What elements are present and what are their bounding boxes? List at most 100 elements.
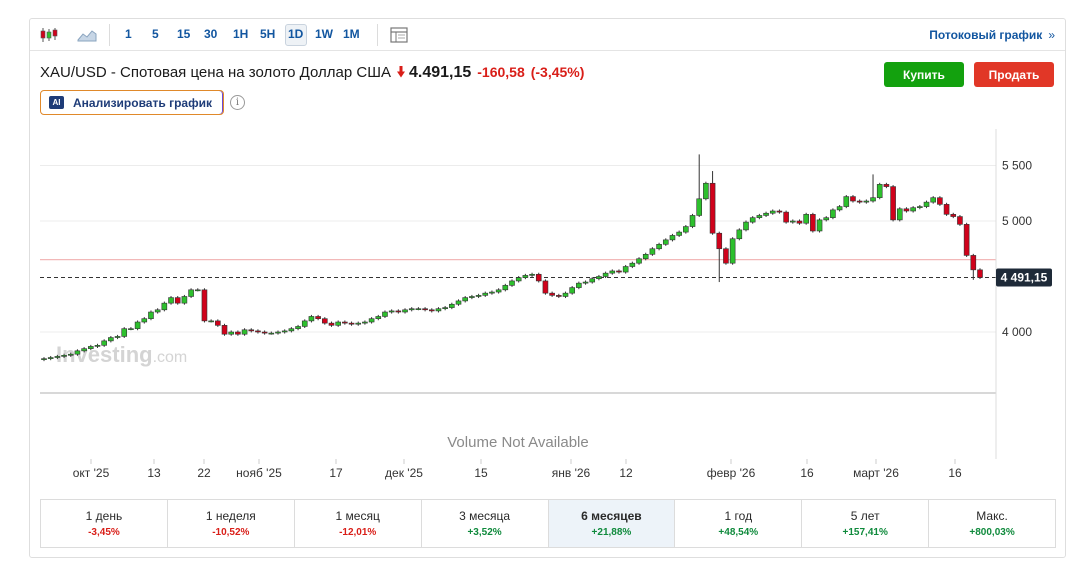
candle	[382, 311, 388, 317]
price-chart[interactable]: Investing.com Volume Not Available 5 500…	[30, 19, 1065, 489]
period-7[interactable]: Макс. +800,03%	[929, 500, 1055, 547]
candle	[696, 198, 703, 216]
candle	[415, 308, 422, 310]
candle	[154, 309, 161, 313]
candle	[201, 289, 208, 322]
time-axis: окт '25 13 22 нояб '25 17 дек '25 15 янв '26 12 ф…	[73, 459, 962, 480]
candle	[749, 217, 756, 223]
period-change: -3,45%	[88, 527, 120, 538]
info-icon[interactable]: i	[230, 95, 245, 110]
toolbar-divider	[377, 24, 378, 46]
candle	[542, 280, 549, 294]
candlestick-icon[interactable]	[38, 25, 60, 45]
candle	[863, 200, 870, 203]
candle	[275, 331, 281, 334]
x-tick-label: 17	[329, 466, 343, 480]
candle	[743, 221, 749, 231]
candle	[957, 216, 963, 225]
candle	[970, 255, 977, 271]
candle	[930, 197, 937, 203]
period-1[interactable]: 1 неделя -10,52%	[168, 500, 295, 547]
candle	[87, 346, 94, 349]
candle	[161, 302, 168, 311]
sell-button[interactable]: Продать	[974, 62, 1054, 87]
candle	[923, 201, 930, 207]
candle	[235, 331, 241, 335]
candle	[636, 258, 642, 264]
price-axis: 5 500 5 000 4 000	[1002, 159, 1032, 340]
interval-5[interactable]: 5	[152, 27, 159, 41]
x-tick-label: нояб '25	[236, 466, 282, 480]
layout-icon[interactable]	[388, 25, 410, 45]
candle	[321, 318, 328, 324]
candle	[729, 238, 736, 264]
candle	[943, 204, 950, 215]
candle	[482, 292, 489, 296]
candle	[796, 220, 803, 224]
candle	[850, 196, 856, 202]
candle	[148, 311, 154, 319]
candle	[141, 318, 148, 323]
period-change: -12,01%	[339, 527, 377, 538]
candle	[589, 278, 596, 283]
analyze-chart-button[interactable]: AI Анализировать график	[40, 90, 224, 115]
interval-30[interactable]: 30	[204, 27, 218, 41]
candle	[783, 211, 789, 223]
candle	[74, 350, 81, 355]
x-tick-label: март '26	[853, 466, 899, 480]
candle	[629, 262, 636, 267]
buy-button[interactable]: Купить	[884, 62, 964, 87]
period-4[interactable]: 6 месяцев +21,88%	[548, 500, 676, 547]
candle	[281, 330, 288, 333]
active-interval-highlight	[285, 24, 307, 46]
candle	[375, 316, 382, 319]
candle	[188, 289, 194, 297]
interval-1[interactable]: 1	[125, 27, 132, 41]
interval-1d[interactable]: 1D	[288, 27, 304, 41]
candle	[622, 266, 629, 273]
candle	[428, 309, 435, 312]
interval-15[interactable]: 15	[177, 27, 191, 41]
x-tick-label: 13	[147, 466, 161, 480]
candle	[917, 206, 923, 208]
interval-1h[interactable]: 1H	[233, 27, 249, 41]
streaming-chart-link[interactable]: Потоковый график »	[929, 28, 1055, 42]
candle	[937, 197, 943, 205]
candle	[301, 320, 308, 327]
instrument-header: XAU/USD - Спотовая цена на золото Доллар…	[40, 64, 584, 82]
period-change: -10,52%	[212, 527, 250, 538]
candle	[342, 321, 348, 324]
chart-grid	[40, 165, 996, 333]
candle	[529, 273, 535, 276]
chart-widget: 1 5 15 30 1H 5H 1D 1W 1M Потоковый графи…	[29, 18, 1066, 558]
candle	[769, 210, 776, 214]
instrument-title: XAU/USD - Спотовая цена на золото Доллар…	[40, 64, 391, 81]
interval-1w[interactable]: 1W	[315, 27, 333, 41]
period-2[interactable]: 1 месяц -12,01%	[295, 500, 422, 547]
candle	[709, 182, 716, 234]
streaming-chart-label: Потоковый график	[929, 28, 1043, 42]
interval-1m[interactable]: 1M	[343, 27, 360, 41]
candle	[816, 219, 823, 232]
period-label: 5 лет	[850, 509, 880, 523]
interval-5h[interactable]: 5H	[260, 27, 276, 41]
candle	[101, 340, 107, 346]
candle	[255, 330, 261, 333]
x-tick-label: 12	[619, 466, 633, 480]
period-0[interactable]: 1 день -3,45%	[41, 500, 168, 547]
candle	[174, 297, 181, 304]
area-chart-icon[interactable]	[76, 25, 98, 45]
y-tick-label: 4 000	[1002, 325, 1032, 339]
last-price: 4.491,15	[408, 64, 472, 81]
candle	[402, 309, 408, 313]
period-6[interactable]: 5 лет +157,41%	[802, 500, 930, 547]
candle	[128, 328, 134, 330]
candle	[462, 297, 469, 302]
candle	[489, 291, 495, 294]
candle	[469, 296, 475, 298]
period-5[interactable]: 1 год +48,54%	[675, 500, 803, 547]
candle	[261, 331, 268, 334]
y-tick-label: 5 500	[1002, 159, 1032, 173]
candle	[843, 196, 850, 207]
period-3[interactable]: 3 месяца +3,52%	[422, 500, 549, 547]
